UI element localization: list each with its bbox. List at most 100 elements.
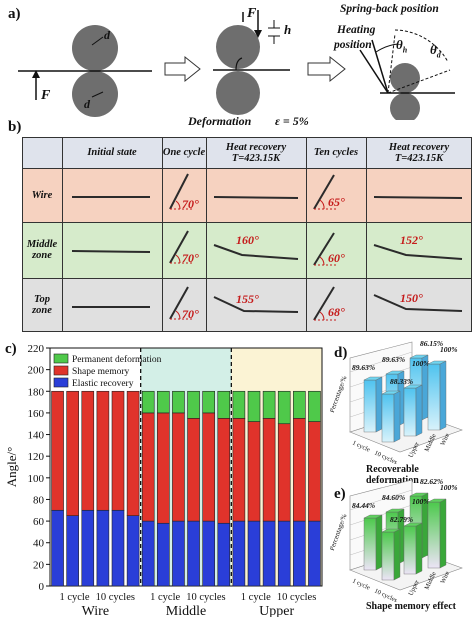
group-label: Middle	[166, 604, 206, 617]
lower-roller-1	[72, 71, 118, 117]
bar-segment	[96, 509, 110, 587]
bar-front	[381, 531, 395, 581]
bar-segment	[157, 412, 170, 524]
col-header-initial: Initial state	[62, 137, 162, 168]
bar-segment	[217, 522, 231, 587]
panel-d-label: d)	[334, 345, 348, 361]
data-label: 84.44%	[352, 501, 375, 510]
group-background	[231, 348, 322, 586]
heating-label: Heating	[337, 24, 376, 36]
bar-segment	[126, 390, 140, 516]
bar-segment	[202, 520, 215, 587]
bar-segment	[293, 390, 306, 419]
bar-front	[403, 525, 417, 575]
grid-line	[349, 489, 413, 511]
y-tick-label: 120	[28, 451, 45, 463]
row-wire	[22, 168, 472, 222]
top-heat-1	[213, 296, 299, 313]
d-label-upper: d	[104, 28, 110, 42]
bar-segment	[293, 418, 306, 522]
theta-h-label: θh	[396, 37, 408, 55]
bar-segment	[293, 520, 306, 587]
row-label-middle: Middle zone	[26, 239, 58, 261]
group-label: Upper	[259, 604, 294, 617]
y-axis-label: Percentage/%	[330, 375, 349, 414]
bar-segment	[172, 412, 185, 522]
y-tick-label: 160	[28, 408, 45, 420]
bar-segment	[111, 390, 125, 511]
d-label-lower: d	[84, 97, 90, 111]
bar-segment	[262, 520, 276, 587]
y-tick-label: 200	[28, 365, 45, 377]
top-one-cycle	[169, 286, 189, 320]
data-label: 100%	[440, 345, 458, 354]
upper-roller-1	[72, 25, 118, 71]
stacked-bar-chart: 0 20 40 60 80 100 120 140 160 180 200 220 Angle/° 1 c…	[4, 343, 323, 617]
y-axis-label: Percentage/%	[330, 513, 349, 552]
data-label: 84.60%	[382, 493, 405, 502]
bar-top	[381, 528, 401, 533]
angle-middle-one-cycle: 70°	[182, 251, 199, 265]
chart-e-title: Shape memory effect	[366, 601, 456, 612]
data-label: 100%	[440, 483, 458, 492]
bar-segment	[66, 390, 79, 516]
shape-memory-3d-chart: Percentage/%84.44% 84.60% 82.62% 82.79% 100%…	[330, 478, 463, 604]
y-tick-label: 140	[28, 430, 45, 442]
depth-category-label: Wire	[439, 432, 451, 447]
x-tick-label: 10 cycles	[96, 592, 135, 603]
bar-segment	[247, 421, 261, 522]
bar-top	[363, 514, 383, 519]
bar-segment	[187, 418, 200, 522]
data-label: 89.63%	[382, 355, 405, 364]
x-category-label: 1 cycle	[351, 577, 371, 591]
angle-middle-heat-1: 160°	[236, 233, 259, 247]
angle-wire-one-cycle: 70°	[182, 197, 199, 211]
bar-front	[363, 517, 377, 571]
spring-back-label: Spring-back position	[340, 3, 439, 15]
data-label: 89.63%	[352, 363, 375, 372]
process-arrow-1	[164, 55, 201, 83]
group-background	[140, 348, 232, 586]
y-tick-label: 20	[33, 559, 45, 571]
bar-top	[403, 522, 423, 527]
bar-segment	[247, 390, 261, 422]
angle-wire-ten-cycles: 65°	[328, 195, 345, 209]
y-tick-label: 0	[39, 581, 45, 593]
bar-segment	[81, 390, 95, 511]
middle-one-cycle	[169, 230, 189, 264]
x-tick-label: 1 cycle	[59, 592, 89, 603]
bar-segment	[262, 418, 276, 522]
recoverable-deformation-3d-chart: Percentage/%89.63%89.63%86.15%88.33%100%…	[330, 340, 463, 466]
bar-segment	[157, 390, 170, 414]
bar-segment	[172, 390, 185, 414]
y-tick-label: 60	[33, 516, 45, 528]
angle-top-one-cycle: 70°	[182, 307, 199, 321]
data-label: 86.15%	[420, 340, 443, 348]
wire-heat-2	[373, 196, 463, 199]
bar-segment	[51, 509, 64, 587]
plot-frame	[49, 347, 323, 587]
panel-b-label: b)	[8, 119, 22, 135]
theta-d-label: θd	[430, 42, 441, 60]
panel-a: a) F d d F h	[0, 0, 474, 128]
bar-front	[363, 379, 377, 433]
middle-heat-2	[373, 244, 463, 260]
bar-segment	[126, 515, 140, 587]
wire-one-cycle	[169, 173, 189, 210]
process-arrow-2	[307, 55, 346, 83]
roller-3a	[390, 63, 420, 93]
y-axis-label: Angle/°	[4, 447, 19, 488]
legend-swatch	[53, 353, 69, 364]
bar-segment	[308, 390, 321, 422]
angle-top-ten-cycles: 68°	[328, 305, 345, 319]
x-category-label: 1 cycle	[351, 439, 371, 453]
roller-3b	[390, 93, 420, 120]
bar-segment	[277, 423, 291, 522]
bar-top	[403, 384, 423, 389]
deformation-schematic	[18, 10, 455, 120]
top-heat-2	[373, 294, 463, 312]
bar-segment	[141, 412, 155, 522]
legend-label: Permanent deformation	[72, 354, 162, 365]
position-label: position	[334, 39, 372, 51]
bar-segment	[111, 509, 125, 587]
